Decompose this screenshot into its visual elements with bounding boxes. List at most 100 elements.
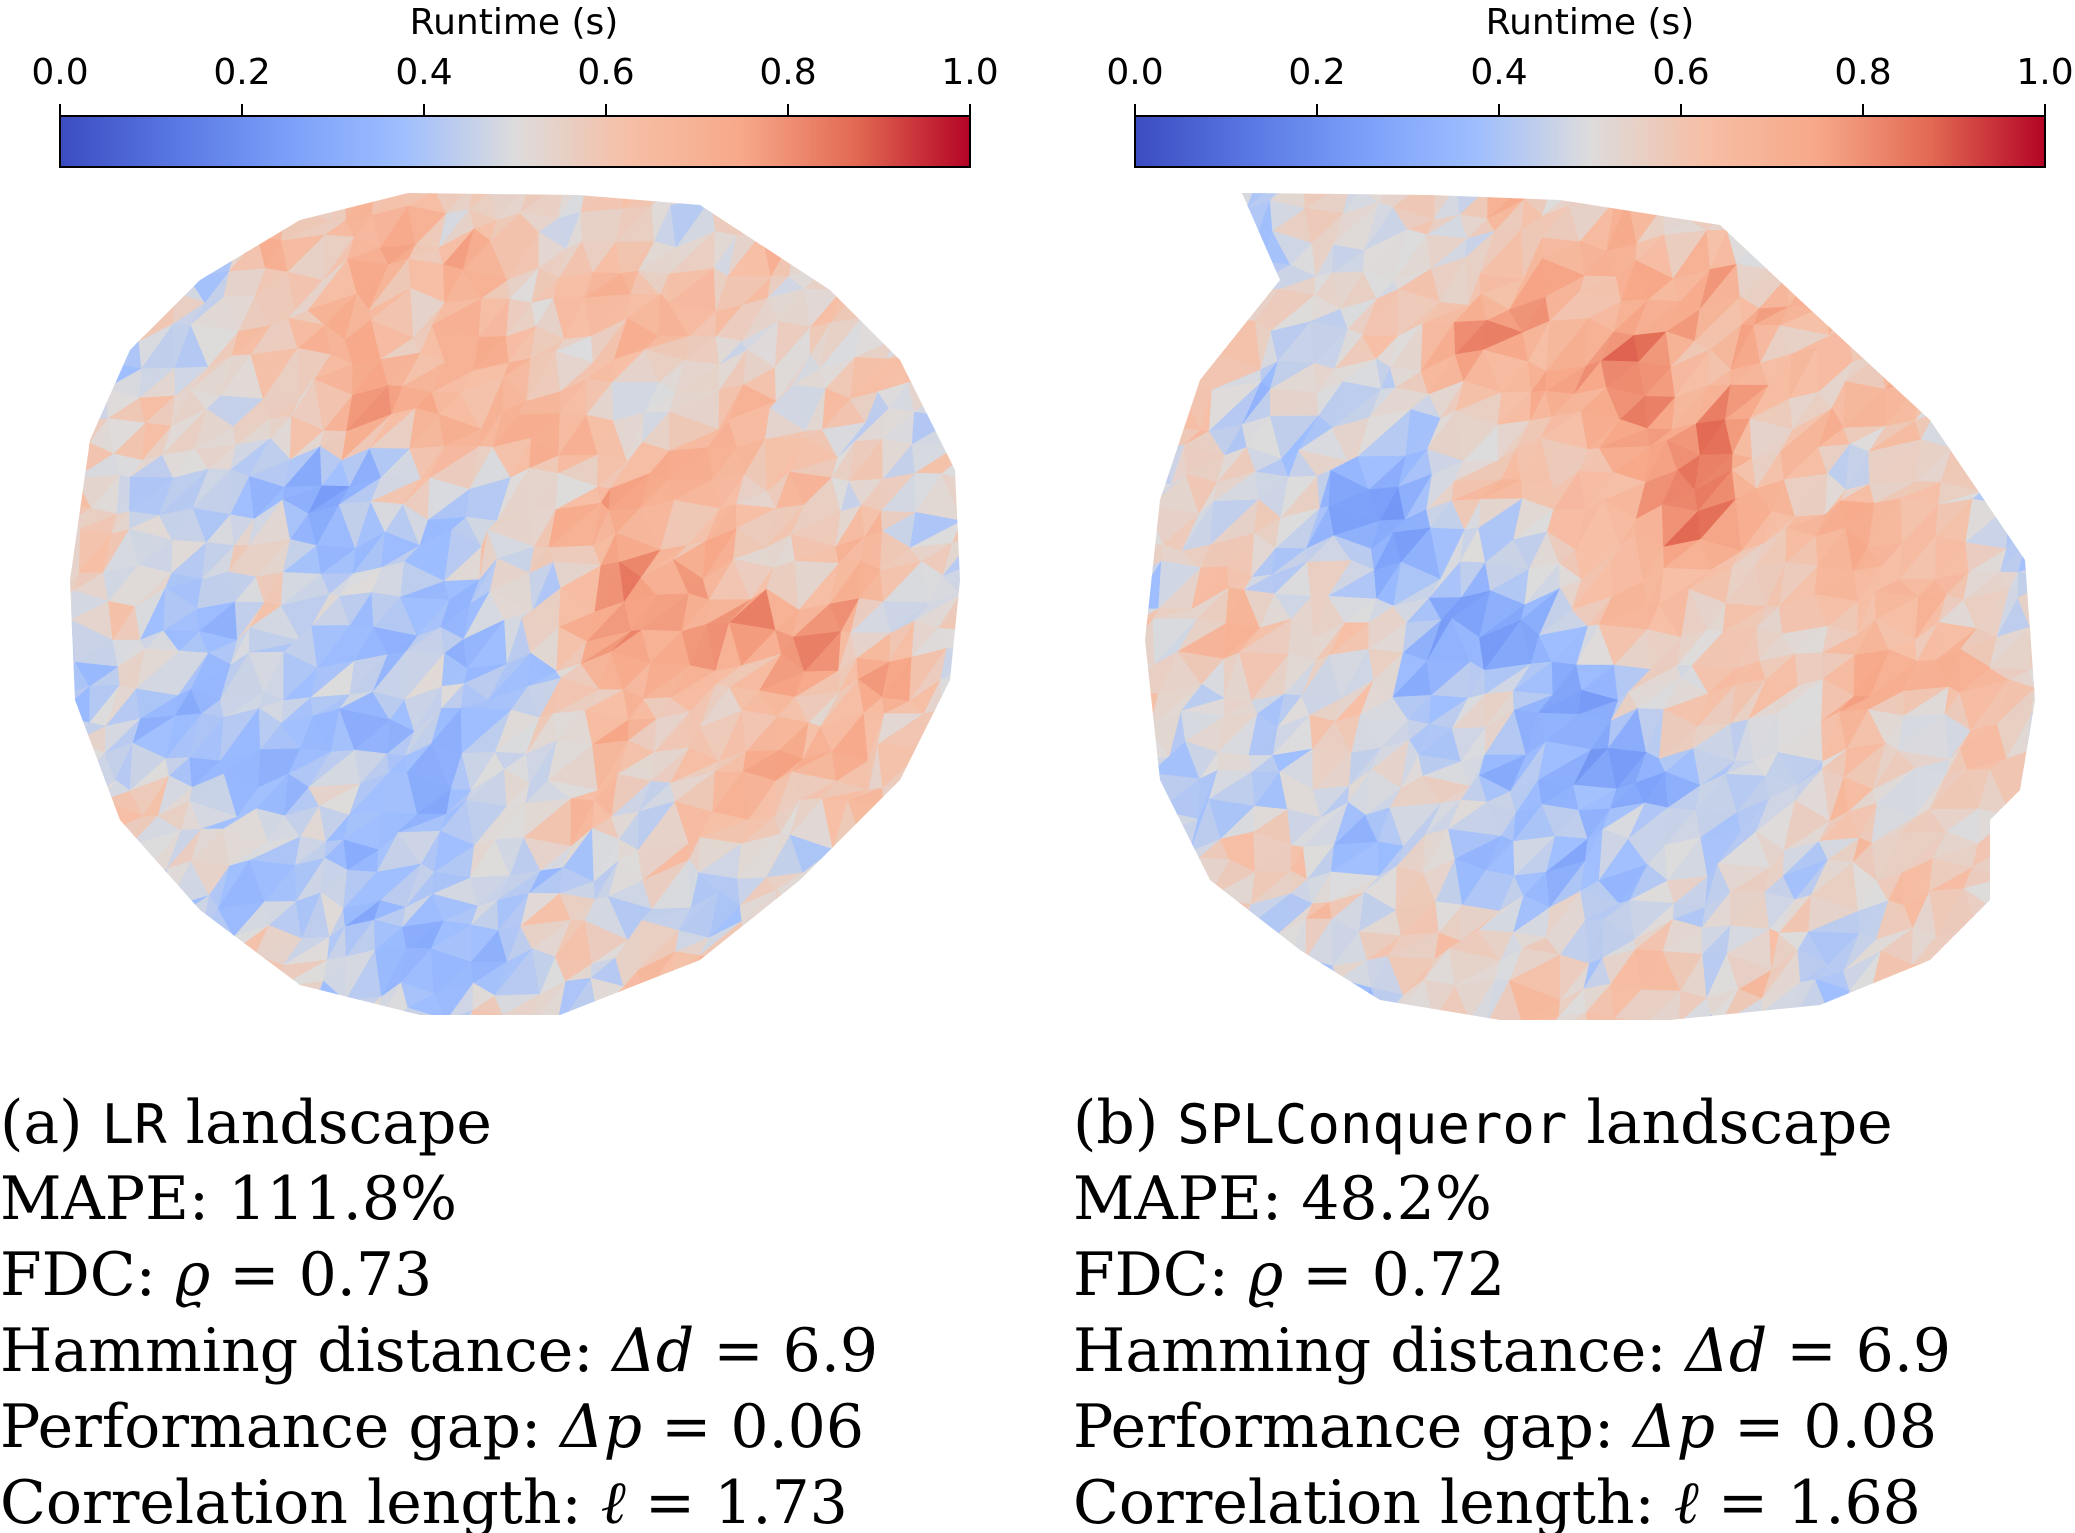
landscape-cell <box>837 258 864 293</box>
landscape-cell <box>1912 326 1944 364</box>
landscape-cell <box>70 814 78 834</box>
landscape-cell <box>70 950 86 992</box>
landscape-cell <box>70 861 71 889</box>
landscape-cell <box>1145 265 1150 299</box>
landscape-cell <box>114 296 140 343</box>
landscape-cell <box>1242 981 1292 1017</box>
colorbar <box>59 115 971 168</box>
landscape-cell <box>1145 991 1159 1013</box>
landscape-cell <box>710 193 750 205</box>
landscape-cell <box>2037 201 2066 247</box>
landscape-cell <box>161 232 194 280</box>
landscape-cell <box>945 828 960 878</box>
landscape-cell <box>1487 1023 1523 1050</box>
landscape-cell <box>957 407 960 447</box>
landscape-cell <box>1899 193 1940 205</box>
landscape-cell <box>1991 200 2035 251</box>
landscape-cell <box>1707 1014 1722 1020</box>
landscape-cell <box>865 849 882 870</box>
landscape-cell <box>735 205 763 237</box>
landscape-cell <box>1902 298 1950 328</box>
landscape-cell <box>75 265 119 289</box>
landscape-cell <box>1302 1016 1351 1020</box>
landscape-cell <box>908 330 944 358</box>
landscape-cell <box>177 193 211 213</box>
landscape-cell <box>1993 895 2032 924</box>
landscape-cell <box>1964 200 2005 241</box>
landscape-cell <box>70 832 78 881</box>
landscape-cell <box>1908 959 1939 1003</box>
landscape-cell <box>1905 1028 1944 1059</box>
landscape-cell <box>75 229 124 268</box>
landscape-cell <box>819 867 869 907</box>
landscape-cell <box>2026 502 2035 543</box>
landscape-cell <box>1752 193 1798 215</box>
landscape-cell <box>141 946 170 1003</box>
landscape-cell <box>1903 1019 1945 1020</box>
landscape-cell <box>890 261 928 307</box>
landscape-cell <box>228 236 267 273</box>
landscape-cell <box>941 1011 960 1015</box>
landscape-cell <box>1569 193 1610 207</box>
landscape-cell <box>1992 894 2035 926</box>
landscape-cell <box>641 976 673 1015</box>
landscape-cell <box>85 277 121 289</box>
landscape-cell <box>1152 1016 1198 1020</box>
landscape-cell <box>2020 1007 2035 1020</box>
landscape-cell <box>1946 968 1966 994</box>
landscape-cell <box>1982 1030 1993 1054</box>
landscape-cell <box>135 947 161 986</box>
landscape-cell <box>1964 965 2005 993</box>
landscape-cell <box>1991 246 2035 268</box>
landscape-cell <box>1991 982 2032 1020</box>
landscape-cell <box>1829 290 1851 337</box>
caption-metric: Hamming distance: Δd = 6.9 <box>0 1316 878 1386</box>
landscape-cell <box>1933 193 1980 205</box>
landscape-cell <box>2029 664 2035 690</box>
landscape-cell <box>1285 958 1308 983</box>
landscape-cell <box>1977 808 2013 845</box>
landscape-cell <box>1993 921 2035 969</box>
landscape-cell <box>879 908 932 936</box>
landscape-cell <box>718 992 751 1009</box>
landscape-cell <box>795 874 837 910</box>
landscape-cell <box>1886 1018 1913 1020</box>
caption-title: (a) LR landscape <box>0 1088 492 1158</box>
landscape-cell <box>70 860 87 897</box>
landscape-cell <box>1145 1009 1172 1020</box>
landscape-cell <box>1145 199 1159 253</box>
landscape-cell <box>102 946 143 1002</box>
landscape-cell <box>922 874 948 911</box>
landscape-cell <box>81 918 114 953</box>
landscape-cell <box>937 628 960 650</box>
landscape-cell <box>1196 989 1232 1019</box>
landscape-cell <box>1993 265 2035 295</box>
landscape-cell <box>1726 199 1755 232</box>
landscape-cell <box>2029 876 2035 908</box>
landscape-cell <box>878 977 910 1015</box>
landscape-cell <box>168 1017 192 1044</box>
landscape-cell <box>2003 398 2033 430</box>
landscape-cell <box>71 319 116 354</box>
landscape-cell <box>101 946 138 1003</box>
landscape-cell <box>944 859 960 902</box>
landscape-cell <box>1787 229 1813 278</box>
landscape-cell <box>109 193 149 209</box>
landscape-cell <box>234 212 259 250</box>
landscape-cell <box>1433 1019 1472 1020</box>
landscape-cell <box>962 759 987 790</box>
landscape-cell <box>670 193 709 207</box>
landscape-cell <box>1145 829 1172 863</box>
landscape-cell <box>114 287 140 321</box>
landscape-cell <box>1227 261 1263 299</box>
landscape-cell <box>167 952 209 1003</box>
landscape-cell <box>1181 936 1223 960</box>
landscape-cell <box>71 351 106 403</box>
landscape-cell <box>1145 445 1173 486</box>
landscape-cell <box>99 835 132 863</box>
landscape-cell <box>2026 501 2035 552</box>
landscape-cell <box>1290 957 1312 999</box>
landscape-cell <box>765 948 811 996</box>
landscape-cell <box>1964 193 1992 202</box>
landscape-cell <box>907 356 960 384</box>
